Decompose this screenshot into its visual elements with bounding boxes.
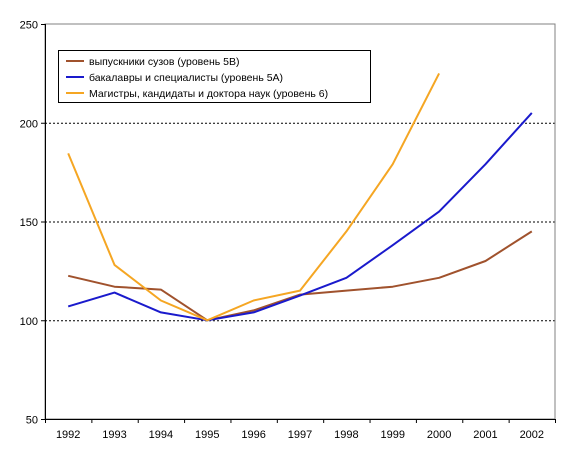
legend-label: Магистры, кандидаты и доктора наук (уров… <box>89 88 328 100</box>
series-line-3 <box>67 72 440 322</box>
y-tick-label: 200 <box>20 118 38 130</box>
x-tick-label: 2001 <box>473 429 497 441</box>
x-tick-label: 2000 <box>427 429 451 441</box>
series-line-2 <box>67 112 533 322</box>
legend-label: бакалавры и специалисты (уровень 5А) <box>89 72 283 84</box>
y-tick-label: 50 <box>26 415 38 427</box>
legend-box <box>58 50 371 103</box>
y-tick-label: 150 <box>20 217 38 229</box>
series-line-1 <box>67 230 533 322</box>
legend: выпускники сузов (уровень 5В) бакалавры и… <box>58 50 371 103</box>
x-tick-label: 1993 <box>102 429 126 441</box>
x-tick-label: 1996 <box>241 429 265 441</box>
legend-label: выпускники сузов (уровень 5В) <box>89 56 240 68</box>
x-tick-label: 1994 <box>149 429 173 441</box>
axes: 50 100 150 200 250 1992 1993 1994 1995 1996 1997 19… <box>20 20 556 441</box>
y-tick-label: 100 <box>20 316 38 328</box>
x-tick-label: 1995 <box>195 429 219 441</box>
x-tick-label: 1992 <box>56 429 80 441</box>
y-tick-label: 250 <box>20 20 38 32</box>
x-tick-label: 1999 <box>380 429 404 441</box>
gridlines <box>45 122 555 322</box>
series-lines <box>67 72 533 322</box>
x-tick-label: 1997 <box>288 429 312 441</box>
x-tick-label: 1998 <box>334 429 358 441</box>
x-tick-label: 2002 <box>520 429 544 441</box>
